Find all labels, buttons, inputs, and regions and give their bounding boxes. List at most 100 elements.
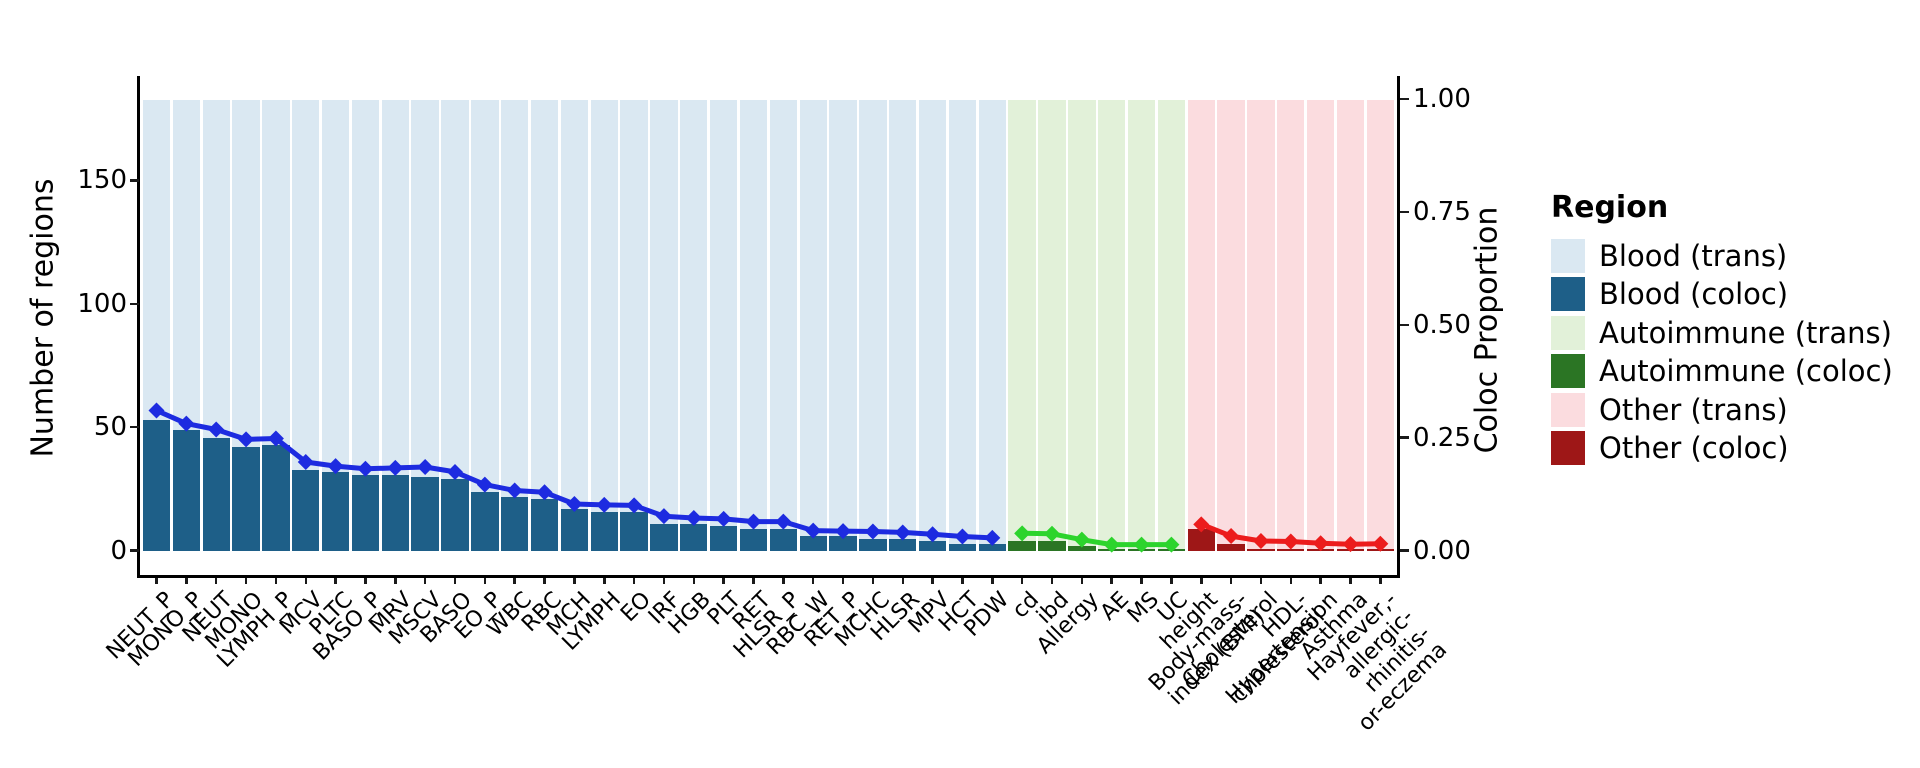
blood-diamond-marker	[596, 496, 613, 513]
blood-diamond-marker	[626, 497, 643, 514]
legend-label: Blood (coloc)	[1599, 277, 1789, 312]
trans-bar-UC	[1157, 99, 1186, 551]
x-tick	[931, 575, 934, 584]
blood-diamond-marker	[835, 523, 852, 540]
x-tick	[1259, 575, 1263, 584]
x-tick	[394, 575, 397, 584]
blood-diamond-marker	[297, 454, 314, 471]
other-diamond-marker	[1223, 528, 1240, 545]
coloc-bar-HLSR	[889, 538, 917, 551]
blood-diamond-marker	[685, 509, 702, 526]
legend-row-Other (coloc): Other (coloc)	[1551, 431, 1881, 465]
blood-diamond-marker	[238, 431, 255, 448]
left-y-tick	[130, 549, 139, 552]
x-tick	[364, 575, 367, 584]
x-tick	[1289, 575, 1293, 584]
legend-title: Region	[1551, 190, 1669, 225]
legend-label: Autoimmune (trans)	[1599, 315, 1892, 350]
blood-diamond-marker	[447, 463, 463, 480]
blood-diamond-marker	[566, 495, 583, 512]
x-tick	[304, 575, 307, 584]
trans-bar-PDW	[978, 99, 1006, 551]
x-tick	[901, 575, 904, 584]
other-diamond-marker	[1282, 533, 1299, 550]
x-tick	[1110, 575, 1113, 584]
blood-diamond-marker	[357, 460, 374, 477]
coloc-bar-PLTC	[321, 472, 350, 551]
blood-diamond-marker	[984, 529, 1001, 546]
trans-bar-Asthma	[1336, 99, 1365, 551]
coloc-bar-RBC	[530, 499, 559, 551]
x-tick	[155, 575, 158, 584]
coloc-bar-MCV	[292, 469, 320, 551]
x-tick	[1080, 575, 1084, 584]
legend-swatch	[1551, 392, 1585, 427]
trans-bar-MPV	[918, 99, 947, 551]
blood-diamond-marker	[655, 508, 672, 525]
trans-bar-height	[1187, 99, 1215, 551]
x-tick	[453, 575, 457, 584]
trans-bar-Allergy	[1068, 99, 1096, 551]
trans-bar-RET	[739, 99, 768, 551]
blood-diamond-marker	[745, 513, 762, 530]
x-tick	[811, 575, 815, 584]
right-y-tick	[1400, 549, 1409, 552]
coloc-bar-HGB	[680, 523, 708, 551]
x-tick	[603, 575, 606, 584]
right-y-tick-label: 1.00	[1413, 84, 1471, 114]
blood-diamond-marker	[417, 458, 434, 475]
trans-bar-Hayfever,-allergic-rhinitis-or-eczema	[1366, 99, 1395, 551]
coloc-bar-NEUT	[202, 437, 230, 551]
legend-swatch	[1551, 277, 1585, 312]
trans-bar-Hypertension	[1306, 99, 1335, 551]
x-tick	[1170, 575, 1173, 584]
coloc-bar-MCHC	[859, 538, 887, 551]
legend-label: Blood (trans)	[1599, 239, 1788, 273]
autoimmune-diamond-marker	[1014, 525, 1031, 542]
legend-label: Autoimmune (coloc)	[1599, 354, 1893, 389]
coloc-bar-RBC_W	[799, 536, 827, 551]
trans-bar-IRF	[650, 99, 678, 551]
other-diamond-marker	[1193, 516, 1210, 533]
trans-bar-HLSR	[889, 99, 917, 551]
legend-swatch	[1551, 431, 1585, 465]
left-y-tick-label: 50	[93, 412, 127, 443]
trans-bar-MCH	[560, 99, 589, 551]
coloc-bar-ibd	[1038, 541, 1066, 551]
coloc-bar-MONO_P	[172, 430, 201, 551]
coloc-bar-IRF	[650, 523, 678, 551]
trans-bar-HLSR_P	[769, 99, 798, 551]
x-tick	[722, 575, 725, 584]
left-y-tick-label: 100	[77, 288, 127, 319]
blood-diamond-marker	[387, 459, 404, 476]
x-tick	[1379, 575, 1382, 584]
coloc-bar-Allergy	[1068, 546, 1096, 551]
x-tick	[632, 575, 636, 584]
legend-label: Other (trans)	[1599, 392, 1788, 427]
bottom-axis-spine	[136, 575, 1400, 578]
coloc-bar-LYMPH_P	[262, 444, 290, 551]
coloc-bar-Cholesterol	[1247, 548, 1275, 551]
x-tick	[513, 575, 516, 584]
x-tick	[1349, 575, 1352, 584]
legend: Region Blood (trans) Blood (coloc) Autoimm…	[1551, 190, 1893, 469]
right-axis-spine	[1397, 76, 1400, 578]
trans-bar-PLT	[709, 99, 738, 551]
trans-bar-AE	[1098, 99, 1126, 551]
blood-diamond-marker	[208, 421, 225, 438]
legend-row-Blood (trans): Blood (trans)	[1551, 239, 1881, 273]
legend-label: Other (coloc)	[1599, 431, 1789, 465]
x-tick	[543, 575, 546, 584]
blood-diamond-marker	[327, 458, 344, 475]
left-axis-title: Number of regions	[25, 178, 61, 458]
right-y-tick-label: 0.75	[1413, 196, 1471, 227]
trans-bar-RBC_W	[799, 99, 827, 551]
trans-bar-RBC	[530, 99, 559, 551]
trans-bar-ibd	[1038, 99, 1066, 551]
other-diamond-marker	[1372, 535, 1389, 552]
left-y-tick-label: 0	[110, 535, 127, 566]
left-y-tick-label: 150	[77, 165, 127, 196]
right-y-tick-label: 0.00	[1413, 535, 1471, 566]
coloc-bar-HDL-cholesterol	[1277, 548, 1305, 551]
